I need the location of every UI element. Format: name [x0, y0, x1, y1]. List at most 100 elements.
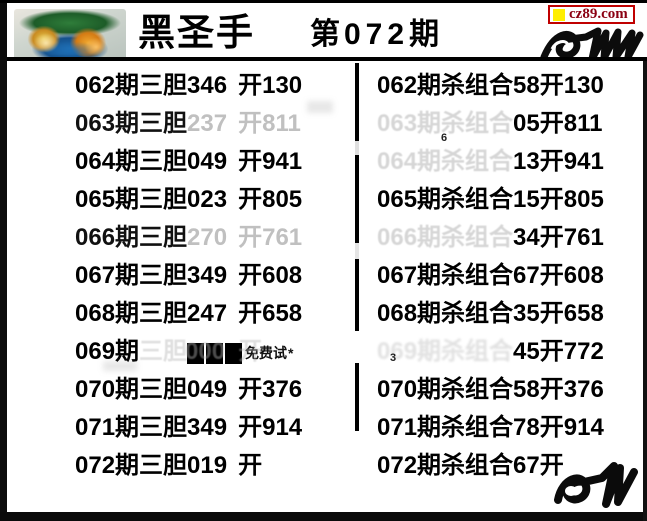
row-open: 608: [563, 262, 604, 289]
row-picks: 34: [513, 224, 540, 251]
row-issue: 065期: [75, 186, 140, 213]
row-open: 941: [563, 148, 604, 175]
row-open-label: 开: [238, 452, 263, 479]
row-picks: 237: [187, 110, 228, 137]
row-open-label: 开: [238, 224, 263, 251]
badge-square-icon: [553, 8, 565, 21]
table-row: 068期杀组合35开658: [357, 295, 643, 333]
frame-right-border: [643, 44, 647, 521]
row-label: 三胆: [139, 300, 188, 327]
row-open: 805: [563, 186, 604, 213]
row-open: 914: [262, 414, 303, 441]
row-open: 761: [563, 224, 604, 251]
row-issue: 070期: [75, 376, 140, 403]
row-picks: 349: [187, 262, 228, 289]
row-open-label: 开: [539, 72, 564, 99]
row-label: 三胆: [139, 72, 188, 99]
row-issue: 071期: [377, 414, 442, 441]
row-issue: 072期: [377, 452, 442, 479]
row-open: 914: [563, 414, 604, 441]
table-row: 067期杀组合67开608: [357, 257, 643, 295]
row-issue: 062期: [377, 72, 442, 99]
row-issue: 067期: [377, 262, 442, 289]
table-row: 070期杀组合58开376: [357, 371, 643, 409]
row-picks: 270: [187, 224, 228, 251]
row-open-label: 开: [539, 452, 564, 479]
row-open-label: 开: [539, 414, 564, 441]
row-picks: 049: [187, 148, 228, 175]
row-open: 608: [262, 262, 303, 289]
watermark-badge[interactable]: cz89.com: [548, 5, 635, 24]
row-issue: 064期: [75, 148, 140, 175]
row-picks: 45: [513, 338, 540, 365]
table-row: 064期三胆049 开941: [7, 143, 357, 181]
row-issue: 070期: [377, 376, 442, 403]
row-picks: 13: [513, 148, 540, 175]
row-issue: 063期: [75, 110, 140, 137]
issue-label: 第072期: [310, 15, 443, 55]
row-open-label: 开: [539, 262, 564, 289]
row-issue: 068期: [75, 300, 140, 327]
row-open-label: 开: [238, 414, 263, 441]
page-title: 黑圣手: [138, 12, 255, 53]
table-row: 069期杀组合45开772: [357, 333, 643, 371]
poster-header: 黑圣手 第072期 cz89.com: [7, 3, 647, 63]
row-issue: 062期: [75, 72, 140, 99]
issue-number: 072: [344, 18, 410, 51]
table-row: 065期杀组合15开805: [357, 181, 643, 219]
table-row: 062期三胆346 开130: [7, 67, 357, 105]
row-label: 杀组合: [441, 72, 514, 99]
row-open-label: 开: [238, 110, 263, 137]
row-picks: 023: [187, 186, 228, 213]
row-label: 杀组合: [441, 414, 514, 441]
table-row-censored: 069期三胆 免费试*: [7, 333, 357, 371]
row-issue: 067期: [75, 262, 140, 289]
row-open: 805: [262, 186, 303, 213]
row-picks: 349: [187, 414, 228, 441]
row-picks: 05: [513, 110, 540, 137]
table-row: 065期三胆023 开805: [7, 181, 357, 219]
row-open-label: 开: [539, 338, 564, 365]
row-open-label: 开: [238, 262, 263, 289]
row-label: 杀组合: [441, 452, 514, 479]
row-open: 658: [262, 300, 303, 327]
row-picks: 58: [513, 72, 540, 99]
scan-smudge: [307, 101, 333, 113]
row-open: 376: [262, 376, 303, 403]
table-row: 067期三胆349 开608: [7, 257, 357, 295]
row-open-label: 开: [539, 148, 564, 175]
row-issue: 066期: [377, 224, 442, 251]
row-picks: 78: [513, 414, 540, 441]
promo-label[interactable]: 免费试: [245, 344, 288, 361]
table-row: 071期杀组合78开914: [357, 409, 643, 447]
row-label: 杀组合: [441, 338, 514, 365]
frame-top-border: [0, 0, 647, 3]
row-label: 杀组合: [441, 300, 514, 327]
row-open-label: 开: [238, 72, 263, 99]
table-row: 072期三胆019 开: [7, 447, 357, 485]
row-picks: 35: [513, 300, 540, 327]
row-open-label: 开: [539, 300, 564, 327]
table-row: 063期杀组合05开811: [357, 105, 643, 143]
brush-signature-top-icon: [540, 27, 646, 63]
row-picks: 15: [513, 186, 540, 213]
row-open-label: 开: [539, 224, 564, 251]
row-label: 杀组合: [441, 262, 514, 289]
row-picks: 247: [187, 300, 228, 327]
row-picks: 346: [187, 72, 228, 99]
row-open: 772: [563, 338, 604, 365]
header-divider-rule: [7, 57, 647, 61]
table-row: 063期三胆237 开811: [7, 105, 357, 143]
row-picks: 049: [187, 376, 228, 403]
row-open: 130: [563, 72, 604, 99]
forecast-board: 062期三胆346 开130 063期三胆237 开811 064期三胆049 开94…: [7, 61, 643, 512]
censor-blocks-icon: [187, 334, 244, 372]
row-issue: 063期: [377, 110, 442, 137]
table-row: 072期杀组合67开: [357, 447, 643, 485]
table-row: 064期杀组合13开941: [357, 143, 643, 181]
row-picks: 67: [513, 262, 540, 289]
row-issue: 068期: [377, 300, 442, 327]
scan-smudge: [103, 361, 137, 371]
table-row: 068期三胆247 开658: [7, 295, 357, 333]
badge-text: cz89.com: [569, 6, 628, 22]
